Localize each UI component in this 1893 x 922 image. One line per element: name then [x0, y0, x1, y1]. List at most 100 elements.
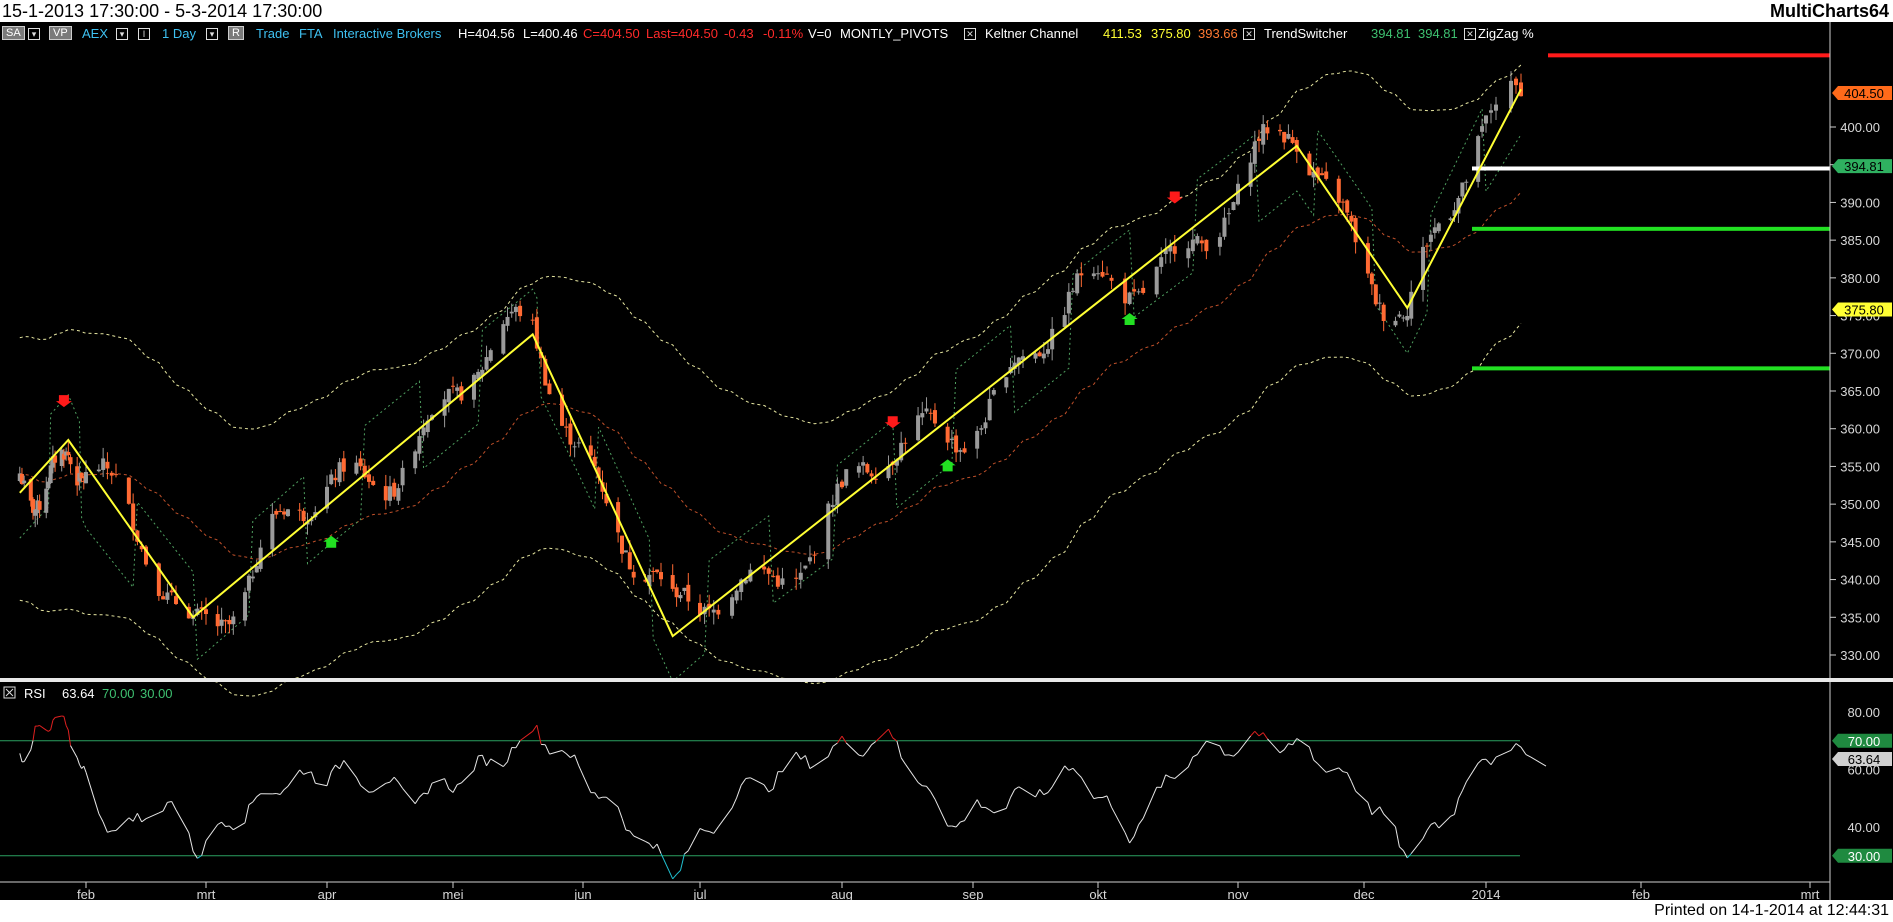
rsi-line-segment	[128, 817, 134, 822]
candle	[592, 449, 597, 468]
vp-chip[interactable]: VP	[49, 26, 72, 40]
candle	[165, 583, 170, 604]
candle-body	[674, 587, 679, 598]
candle-body	[509, 311, 514, 314]
candle	[358, 451, 363, 471]
candle-body	[1286, 133, 1291, 139]
candle-body	[392, 482, 397, 497]
dropdown-icon[interactable]: ▾	[116, 28, 128, 40]
candle	[1012, 355, 1017, 376]
candle-body	[1456, 198, 1461, 214]
candle-body	[1186, 248, 1191, 259]
close-icon[interactable]: ✕	[1464, 28, 1476, 40]
r-chip[interactable]: R	[228, 26, 244, 40]
rsi-line-segment	[871, 741, 877, 746]
rsi-line-segment	[1051, 765, 1066, 788]
candle-body	[1265, 127, 1270, 134]
candle	[620, 535, 624, 563]
pivot-level-R	[1548, 53, 1830, 58]
candle-body	[476, 371, 481, 380]
trade-label[interactable]: Trade	[256, 26, 290, 41]
candle-body	[258, 547, 263, 569]
candle-body	[325, 486, 329, 509]
candle	[68, 454, 73, 474]
candle-body	[383, 486, 388, 501]
sa-chip[interactable]: SA	[2, 26, 25, 40]
candle	[471, 373, 476, 408]
time-tick-label: jun	[573, 887, 591, 900]
candle	[958, 447, 963, 462]
dropdown-icon[interactable]: ▾	[28, 28, 40, 40]
candle	[826, 500, 831, 569]
close-icon[interactable]: ✕	[964, 28, 976, 40]
trendswitcher-line	[19, 106, 1522, 683]
time-tick-label: apr	[318, 887, 337, 900]
rsi-line-segment	[76, 757, 80, 765]
zigzag-line	[19, 88, 1522, 638]
rsi-line-segment	[1350, 781, 1357, 792]
dropdown-icon[interactable]: ▾	[206, 28, 218, 40]
candle	[114, 463, 118, 478]
rsi-line-segment	[809, 765, 815, 770]
candle-body	[455, 387, 460, 391]
buy-signal-arrow	[939, 459, 956, 472]
candle	[161, 591, 166, 600]
rsi-lower-badge-bg	[1832, 848, 1892, 863]
rsi-line-segment	[414, 796, 420, 804]
candle	[734, 588, 739, 604]
candle	[631, 565, 636, 585]
rsi-line-segment	[1133, 824, 1140, 837]
price-tick-label: 350.00	[1840, 497, 1880, 512]
candle-body	[139, 545, 144, 550]
candle	[794, 568, 799, 590]
rsi-line-segment	[955, 821, 961, 828]
candle	[1476, 134, 1481, 188]
rsi-header: RSI 63.64 70.00 30.00	[3, 686, 173, 701]
candle	[1248, 153, 1253, 196]
candle-body	[309, 519, 314, 522]
rsi-line-segment	[132, 813, 138, 822]
candle-body	[358, 458, 363, 467]
low-value: L=400.46	[523, 26, 578, 41]
candle-body	[156, 563, 161, 596]
candle-body	[75, 466, 80, 486]
symbol-label[interactable]: AEX	[82, 26, 109, 41]
rsi-line-segment	[1187, 756, 1194, 768]
chart-window[interactable]: 400.00395.00390.00385.00380.00375.00370.…	[0, 22, 1893, 900]
candle-body	[576, 442, 581, 444]
rsi-line-segment	[656, 843, 662, 854]
candle-body	[861, 462, 866, 466]
candle-body	[762, 566, 767, 570]
candle-body	[231, 616, 236, 625]
candle-body	[678, 595, 683, 599]
candle	[803, 565, 808, 570]
rsi-line-segment	[30, 740, 34, 750]
candle-body	[1365, 243, 1370, 274]
candle	[983, 417, 988, 434]
rsi-line-segment	[930, 791, 936, 800]
interval-label[interactable]: 1 Day	[162, 26, 196, 41]
candle	[1105, 266, 1110, 275]
candle-body	[417, 436, 422, 454]
candle-body	[1257, 138, 1261, 141]
rsi-line-segment	[1426, 824, 1432, 831]
rsi-line-segment	[1454, 798, 1459, 815]
candle-body	[1377, 302, 1382, 304]
candle-body	[53, 455, 58, 463]
candle	[1071, 288, 1075, 293]
candle-body	[655, 569, 660, 573]
candle	[869, 470, 874, 484]
candle-body	[627, 552, 632, 570]
candle-body	[101, 458, 106, 470]
candle	[1278, 124, 1282, 136]
chart-svg[interactable]: 400.00395.00390.00385.00380.00375.00370.…	[0, 22, 1893, 900]
rsi-line-segment	[1355, 790, 1369, 803]
rsi-lower-badge: 30.00	[1832, 848, 1892, 864]
interval-menu-icon[interactable]: I	[138, 28, 150, 40]
time-tick-label: okt	[1089, 887, 1107, 900]
close-icon[interactable]: ✕	[1243, 28, 1255, 40]
rsi-line-segment	[1342, 771, 1348, 774]
candle	[903, 437, 908, 453]
candle	[1222, 207, 1227, 240]
candle-body	[840, 481, 844, 488]
